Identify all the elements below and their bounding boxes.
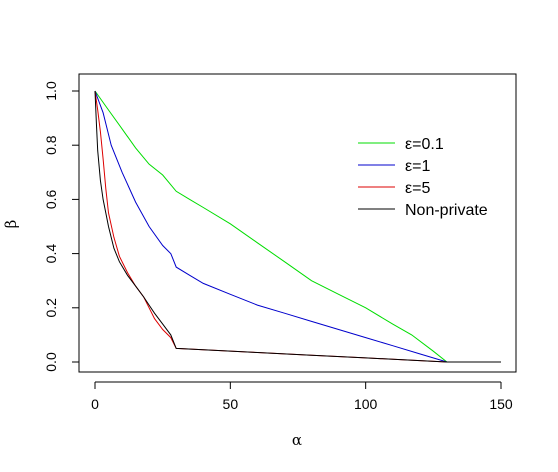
x-axis: 0 50 100 150 [91, 381, 513, 412]
legend-label-1: ε=1 [405, 158, 430, 175]
series-line-0 [94, 90, 501, 363]
y-tick-label: 0.0 [43, 352, 59, 372]
y-tick-label: 0.8 [43, 135, 59, 155]
legend-label-3: Non-private [405, 202, 488, 219]
legend-label-0: ε=0.1 [405, 136, 444, 153]
series-line-1 [94, 90, 501, 363]
legend: ε=0.1 ε=1 ε=5 Non-private [358, 136, 488, 219]
x-tick-label: 0 [91, 396, 99, 412]
x-tick-label: 100 [354, 396, 378, 412]
y-tick-label: 0.2 [43, 298, 59, 318]
x-tick-label: 150 [489, 396, 513, 412]
y-axis: 0.0 0.2 0.4 0.6 0.8 1.0 [43, 81, 80, 372]
series-layer [94, 90, 501, 363]
y-tick-label: 0.4 [43, 244, 59, 264]
x-tick-label: 50 [223, 396, 239, 412]
y-tick-label: 1.0 [43, 81, 59, 101]
y-axis-title: β [2, 220, 20, 229]
y-tick-label: 0.6 [43, 189, 59, 209]
series-line-3 [94, 90, 501, 363]
x-axis-title: α [292, 431, 302, 449]
legend-label-2: ε=5 [405, 180, 430, 197]
